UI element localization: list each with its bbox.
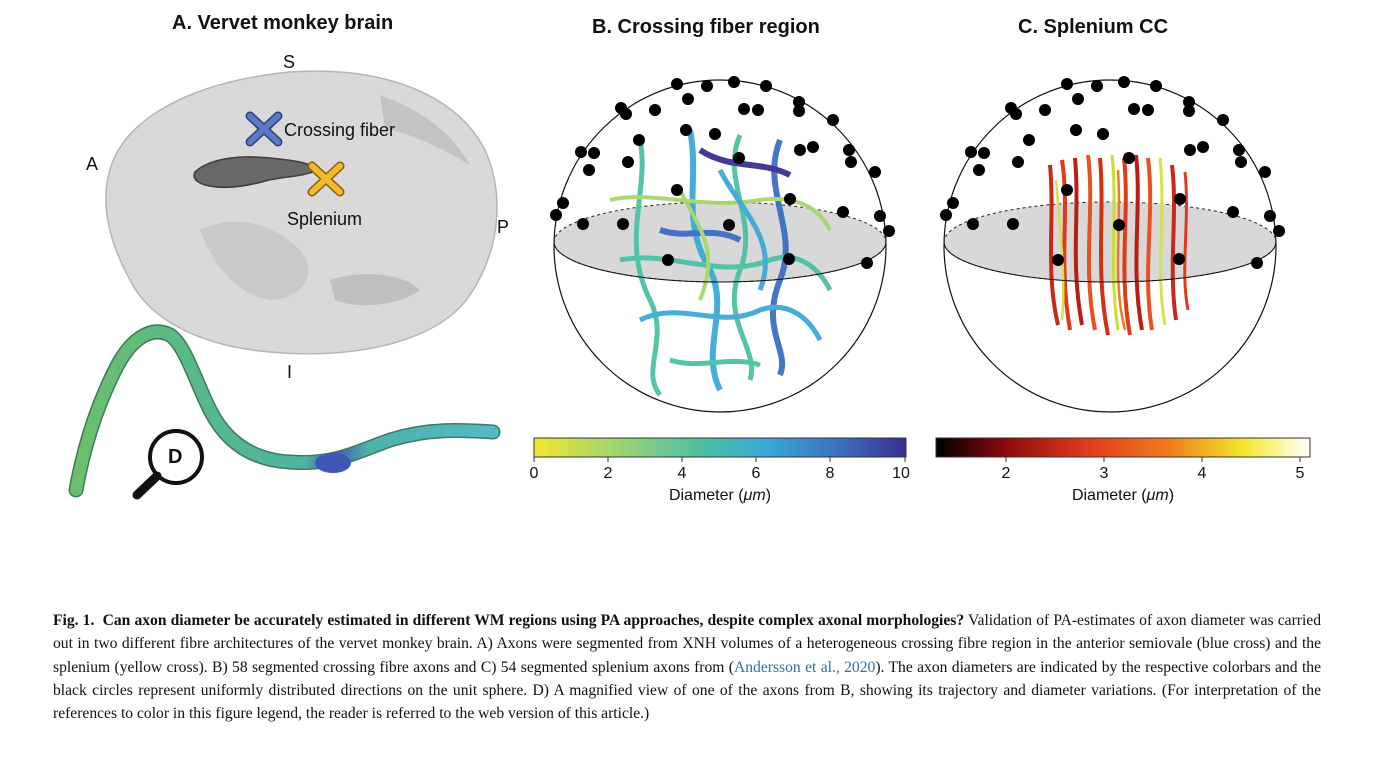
crossing-fiber-cross-icon [245, 111, 283, 147]
splenium-label: Splenium [287, 209, 363, 229]
colorbar-c-tick: 2 [1001, 465, 1011, 482]
colorbar-b [533, 437, 907, 458]
citation-link[interactable]: Andersson et al., 2020 [734, 658, 876, 676]
caption-text: ). The axon diameters are indicated by t… [53, 658, 1321, 723]
colorbar-b-ticks [533, 457, 906, 462]
figure-caption: Fig. 1. Can axon diameter be accurately … [53, 609, 1321, 725]
orientation-posterior-label: P [497, 217, 510, 237]
colorbar-b-tick: 6 [751, 465, 761, 482]
splenium-cross-icon [307, 161, 345, 197]
panel-c-title: C. Splenium CC [1018, 16, 1169, 38]
figure-number: Fig. 1. [53, 612, 95, 629]
colorbar-c-tick: 3 [1099, 465, 1109, 482]
magnifier-icon [132, 429, 204, 500]
magnified-axon [68, 324, 501, 498]
magnifier-d-label: D [168, 446, 183, 468]
sphere-crossing-fiber [550, 76, 895, 413]
panel-b-title: B. Crossing fiber region [592, 16, 820, 38]
caption-bold-question: Can axon diameter be accurately estimate… [102, 612, 965, 629]
colorbar-b-tick: 0 [529, 465, 539, 482]
colorbar-b-tick: 4 [677, 465, 687, 482]
colorbar-c-ticks [1005, 457, 1301, 462]
orientation-superior-label: S [283, 52, 296, 72]
colorbar-c-tick: 4 [1197, 465, 1207, 482]
colorbar-c-tick: 5 [1295, 465, 1305, 482]
colorbar-b-label: Diameter (μm) [668, 487, 772, 504]
direction-points [940, 76, 1285, 269]
splenium-axon-bundle [1048, 154, 1190, 336]
crossing-fiber-label: Crossing fiber [284, 120, 396, 140]
panel-a-title: A. Vervet monkey brain [172, 12, 394, 34]
direction-points [550, 76, 895, 269]
colorbar-c [935, 437, 1311, 458]
colorbar-b-tick: 10 [892, 465, 910, 482]
colorbar-b-tick: 2 [603, 465, 613, 482]
colorbar-c-label: Diameter (μm) [1071, 487, 1175, 504]
colorbar-b-tick: 8 [825, 465, 835, 482]
sphere-splenium [940, 76, 1285, 413]
orientation-anterior-label: A [86, 154, 99, 174]
caption-text: Validation of PA-estimates of axon diame… [53, 612, 1322, 676]
orientation-inferior-label: I [287, 362, 293, 382]
brain-illustration [105, 70, 498, 355]
